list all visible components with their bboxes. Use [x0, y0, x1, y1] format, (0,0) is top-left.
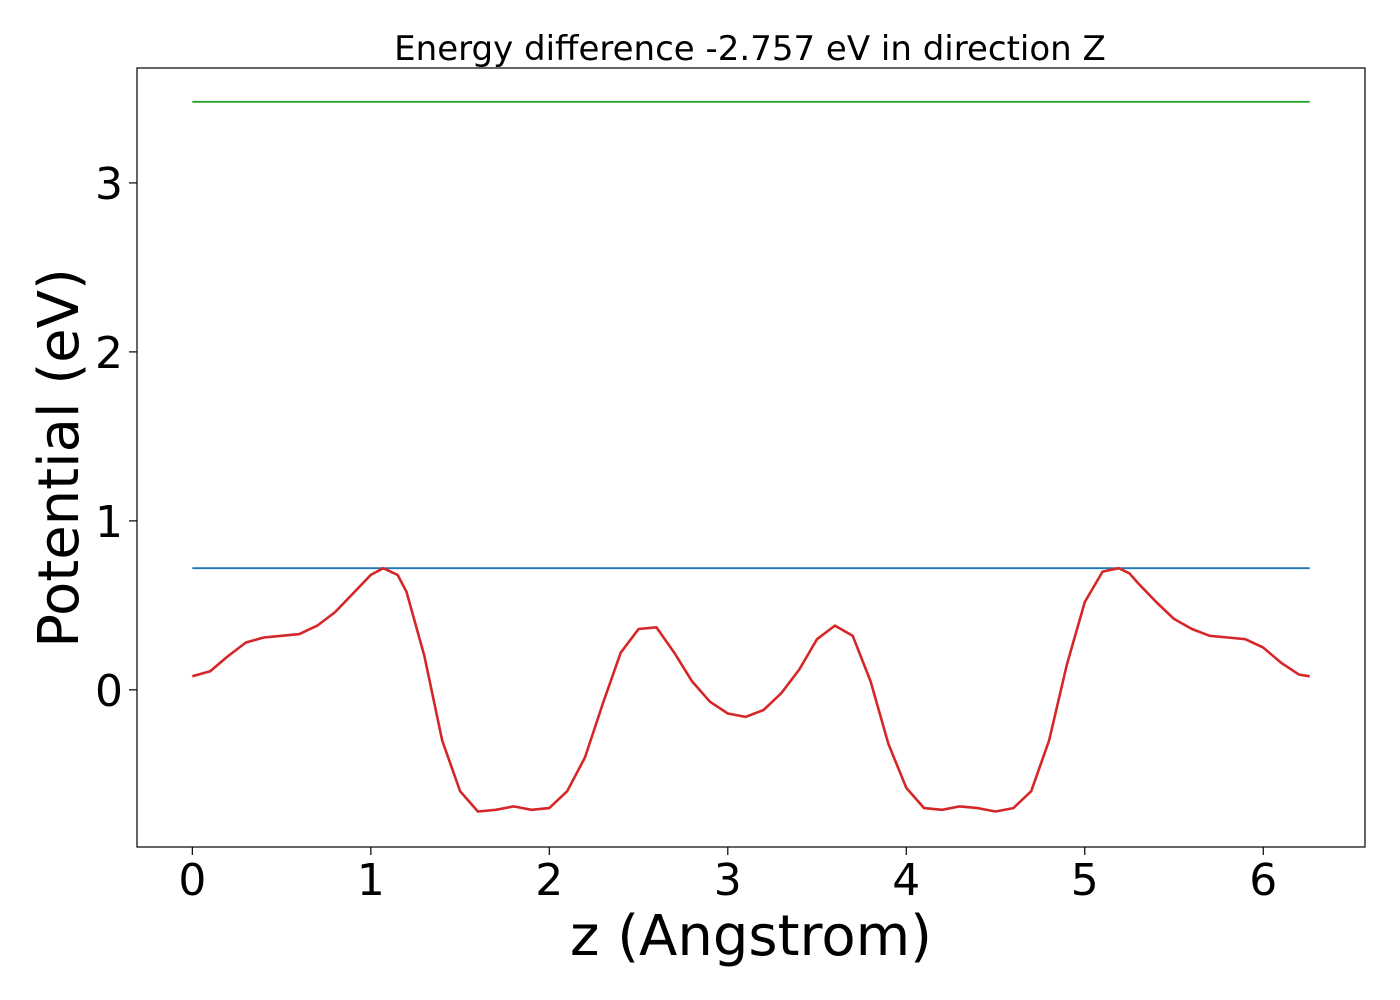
- x-tick-label-3: 3: [714, 855, 742, 906]
- plot-frame: [136, 67, 1366, 848]
- y-tick-label-3: 3: [95, 159, 123, 210]
- y-tick-label-0: 0: [95, 666, 123, 717]
- x-tick-label-0: 0: [178, 855, 206, 906]
- x-tick-label-6: 6: [1249, 855, 1277, 906]
- series-line-0: [191, 566, 1310, 813]
- chart-title: Energy difference -2.757 eV in direction…: [394, 29, 1106, 69]
- series-layer: [191, 100, 1310, 813]
- x-tick-label-2: 2: [535, 855, 563, 906]
- x-tick-label-4: 4: [892, 855, 920, 906]
- x-tick-label-1: 1: [357, 855, 385, 906]
- y-tick-label-1: 1: [95, 497, 123, 548]
- x-axis-label: z (Angstrom): [570, 904, 932, 969]
- x-axis: 0 1 2 3 4 5 6: [178, 847, 1277, 906]
- y-tick-label-2: 2: [95, 328, 123, 379]
- y-axis: 0 1 2 3: [95, 159, 137, 717]
- y-axis-label: Potential (eV): [27, 268, 92, 648]
- x-tick-label-5: 5: [1071, 855, 1099, 906]
